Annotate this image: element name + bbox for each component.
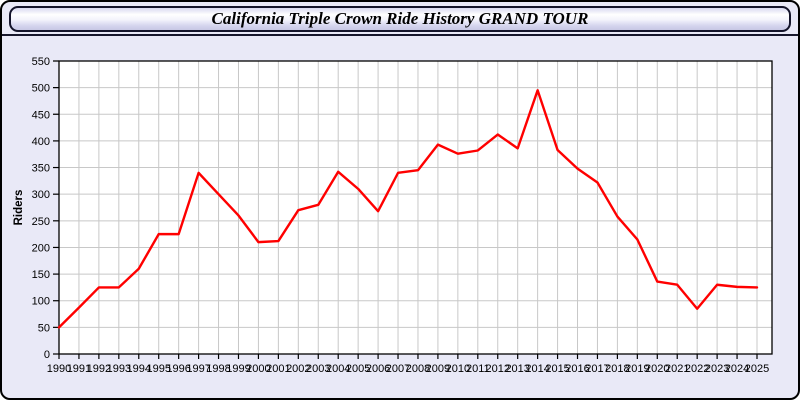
riders-line-series bbox=[57, 89, 759, 329]
riders-line-chart: 0501001502002503003504004505005501990199… bbox=[13, 56, 773, 375]
x-tick-label: 1999 bbox=[226, 363, 250, 375]
x-tick-label: 2008 bbox=[406, 363, 430, 375]
x-tick-label: 1995 bbox=[146, 363, 170, 375]
x-tick-label: 2001 bbox=[266, 363, 290, 375]
y-axis-tick-labels: 0 50 100 150 200 250 300 350 400 450 500 550 bbox=[32, 56, 50, 361]
x-tick-label: 2021 bbox=[665, 363, 689, 375]
x-tick-label: 2007 bbox=[386, 363, 410, 375]
page-title: California Triple Crown Ride History GRA… bbox=[211, 9, 589, 28]
x-tick-label: 2000 bbox=[246, 363, 270, 375]
x-tick-label: 2016 bbox=[565, 363, 589, 375]
x-tick-label: 2014 bbox=[525, 363, 549, 375]
x-tick-label: 2013 bbox=[505, 363, 529, 375]
x-tick-label: 2019 bbox=[625, 363, 649, 375]
x-tick-label: 2002 bbox=[286, 363, 310, 375]
title-bar: California Triple Crown Ride History GRA… bbox=[2, 2, 798, 35]
x-tick-label: 1994 bbox=[127, 363, 151, 375]
plot-background bbox=[59, 61, 772, 354]
x-axis-tick-labels: 1990199119921993199419951996199719981999… bbox=[47, 363, 769, 375]
x-tick-label: 2004 bbox=[326, 363, 350, 375]
x-tick-label: 2012 bbox=[486, 363, 510, 375]
x-tick-label: 2018 bbox=[605, 363, 629, 375]
y-tick-label: 350 bbox=[32, 163, 50, 175]
chart-area: 0 50 100 150 200 250 300 350 400 450 500 550 1990 199… bbox=[2, 38, 798, 398]
y-tick-label: 550 bbox=[32, 56, 50, 68]
x-tick-label: 2010 bbox=[446, 363, 470, 375]
x-tick-label: 1997 bbox=[186, 363, 210, 375]
y-tick-label: 450 bbox=[32, 109, 50, 121]
y-tick-label: 0 bbox=[44, 349, 50, 361]
gridlines bbox=[59, 61, 772, 354]
x-tick-label: 1990 bbox=[47, 363, 71, 375]
y-tick-label: 50 bbox=[38, 322, 50, 334]
x-tick-label: 2025 bbox=[745, 363, 769, 375]
y-axis-title: Riders bbox=[13, 190, 25, 226]
x-tick-label: 1998 bbox=[206, 363, 230, 375]
axis-ticks bbox=[53, 60, 758, 359]
x-tick-label: 1992 bbox=[87, 363, 111, 375]
x-tick-label: 2006 bbox=[366, 363, 390, 375]
x-tick-label: 2011 bbox=[466, 363, 490, 375]
y-tick-label: 500 bbox=[32, 83, 50, 95]
y-tick-label: 300 bbox=[32, 189, 50, 201]
x-tick-label: 1993 bbox=[107, 363, 131, 375]
y-tick-label: 100 bbox=[32, 296, 50, 308]
x-tick-label: 2020 bbox=[645, 363, 669, 375]
y-tick-label: 150 bbox=[32, 269, 50, 281]
x-tick-label: 2003 bbox=[306, 363, 330, 375]
x-tick-label: 1996 bbox=[166, 363, 190, 375]
x-tick-label: 2009 bbox=[426, 363, 450, 375]
header-divider bbox=[2, 34, 798, 36]
x-tick-label: 2005 bbox=[346, 363, 370, 375]
x-tick-label: 2024 bbox=[725, 363, 749, 375]
x-tick-label: 2015 bbox=[545, 363, 569, 375]
y-tick-label: 200 bbox=[32, 242, 50, 254]
x-tick-label: 2022 bbox=[685, 363, 709, 375]
x-tick-label: 2017 bbox=[585, 363, 609, 375]
chart-title-banner: California Triple Crown Ride History GRA… bbox=[9, 6, 791, 32]
y-tick-label: 400 bbox=[32, 136, 50, 148]
x-tick-label: 1991 bbox=[67, 363, 91, 375]
plot-frame bbox=[58, 60, 773, 355]
y-tick-label: 250 bbox=[32, 216, 50, 228]
x-tick-label: 2023 bbox=[705, 363, 729, 375]
